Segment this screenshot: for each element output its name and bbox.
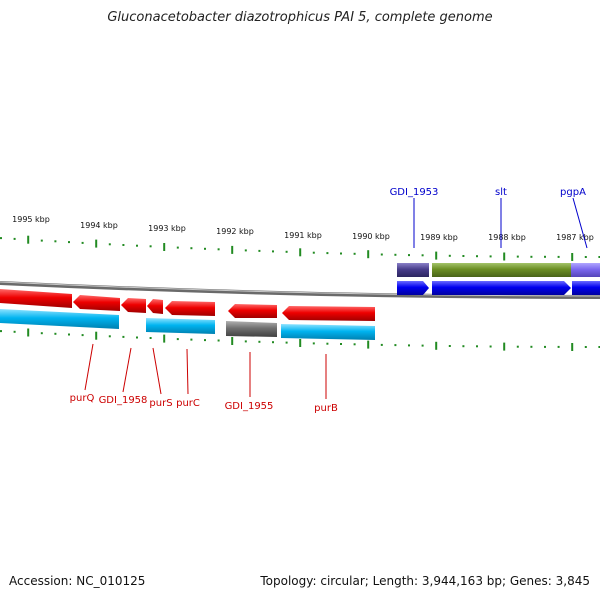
genome-backbone-highlight [0, 281, 600, 297]
feature-pgpa[interactable] [571, 263, 600, 277]
gene-forward-slt[interactable] [432, 281, 571, 295]
tick-label: 1988 kbp [488, 233, 526, 242]
genome-backbone [0, 281, 600, 299]
gene-forward-gdi-1953[interactable] [397, 281, 429, 295]
leader-line [122, 347, 132, 393]
gene-label-purc[interactable]: purC [176, 398, 200, 409]
gene-label-purs[interactable]: purS [149, 398, 172, 409]
gene-reverse-gdi-1955[interactable] [228, 304, 277, 318]
leader-line [186, 348, 189, 395]
gene-reverse-purq[interactable] [0, 289, 72, 308]
tick-label: 1990 kbp [352, 232, 390, 241]
genome-summary-text: Topology: circular; Length: 3,944,163 bp… [260, 574, 590, 588]
tick-row-top [0, 235, 600, 261]
cds-gdi-1955[interactable] [226, 321, 277, 337]
feature-gdi-1953[interactable] [397, 263, 429, 277]
gene-reverse-purb[interactable] [282, 306, 375, 321]
tick-label: 1989 kbp [420, 233, 458, 242]
gene-forward-pgpa[interactable] [572, 281, 600, 295]
leader-line [84, 343, 94, 391]
gene-reverse-purc[interactable] [165, 301, 215, 316]
tick-row-bottom [0, 328, 600, 351]
gene-label-purb[interactable]: purB [314, 403, 338, 414]
tick-label: 1995 kbp [12, 215, 50, 224]
gene-label-purq[interactable]: purQ [70, 393, 95, 404]
accession-text: Accession: NC_010125 [9, 574, 146, 588]
tick-label: 1992 kbp [216, 227, 254, 236]
gene-reverse-1[interactable] [73, 295, 120, 311]
gene-label-slt[interactable]: slt [495, 187, 507, 198]
tick-label: 1994 kbp [80, 221, 118, 230]
gene-labels-bottom: purQ GDI_1958 purS purC GDI_1955 purB [70, 343, 338, 414]
tick-label: 1987 kbp [556, 233, 594, 242]
leader-line [572, 197, 588, 249]
gene-label-gdi-1955[interactable]: GDI_1955 [225, 401, 274, 412]
gene-reverse-purs[interactable] [147, 299, 163, 314]
feature-slt[interactable] [432, 263, 572, 277]
cds-purb[interactable] [281, 324, 375, 340]
tick-labels: 1995 kbp 1994 kbp 1993 kbp 1992 kbp 1991… [12, 215, 594, 242]
gene-label-gdi-1953[interactable]: GDI_1953 [390, 187, 439, 198]
gene-labels-top: GDI_1953 slt pgpA [390, 187, 588, 249]
tick-label: 1991 kbp [284, 231, 322, 240]
gene-reverse-gdi-1958[interactable] [121, 298, 146, 313]
leader-line [152, 347, 162, 395]
tick-label: 1993 kbp [148, 224, 186, 233]
cds-purc[interactable] [146, 318, 215, 334]
map-title: Gluconacetobacter diazotrophicus PAI 5, … [107, 10, 493, 25]
gene-label-gdi-1958[interactable]: GDI_1958 [99, 395, 148, 406]
gene-label-pgpa[interactable]: pgpA [560, 187, 586, 198]
cds-purq[interactable] [0, 309, 119, 329]
